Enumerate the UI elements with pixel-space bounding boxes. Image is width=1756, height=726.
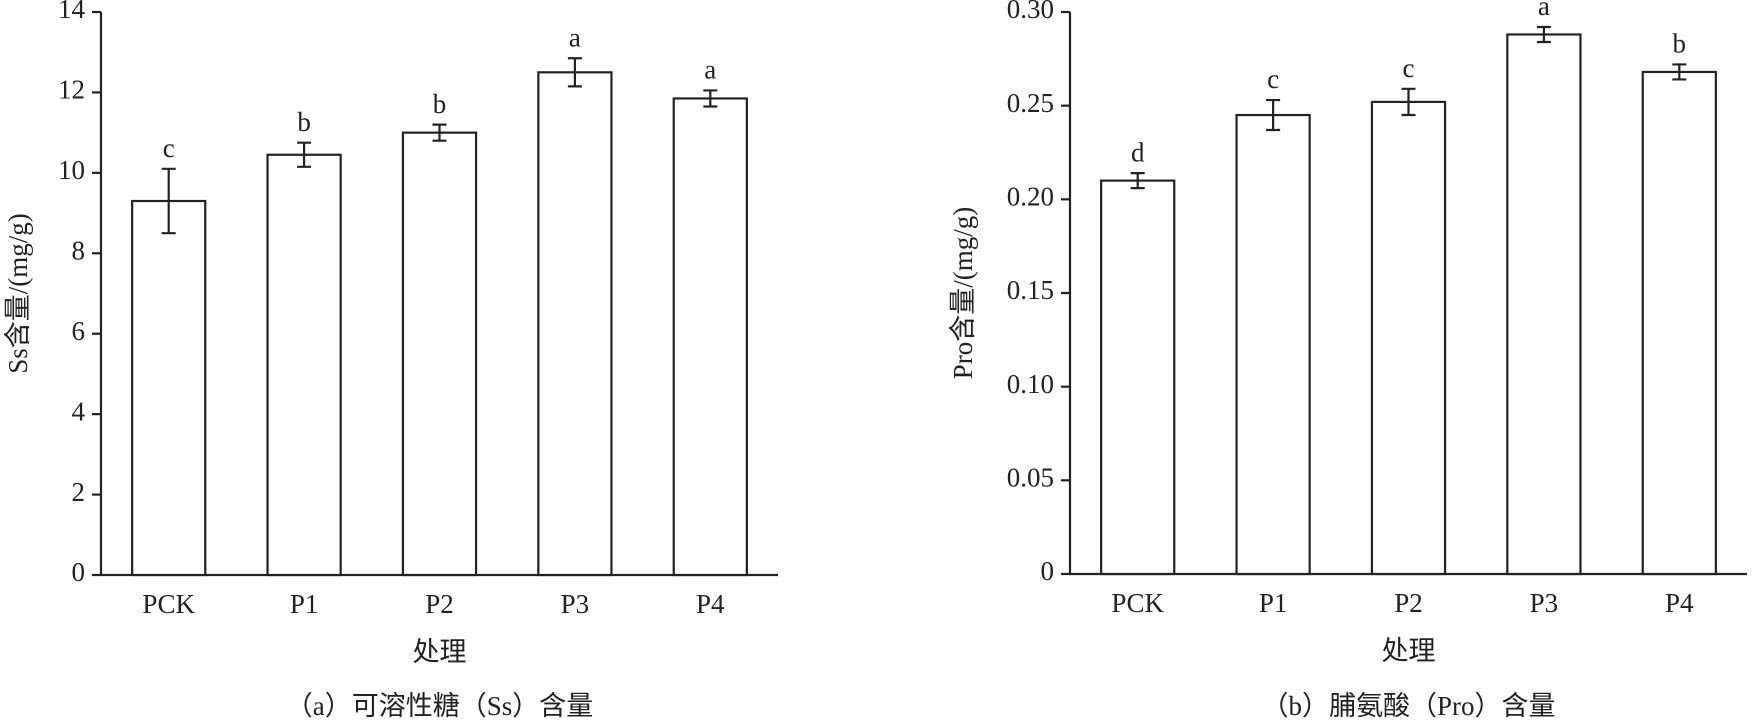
y-tick-label: 0.05	[1007, 463, 1054, 493]
x-axis-label: 处理	[413, 637, 467, 667]
x-tick-label: P3	[561, 589, 590, 619]
error-bar	[297, 141, 312, 168]
bar	[1641, 70, 1717, 576]
significance-letter: b	[1673, 29, 1687, 59]
significance-letter: b	[297, 107, 311, 137]
y-tick-label: 12	[58, 75, 85, 105]
error-bar	[161, 167, 176, 235]
significance-letter: c	[163, 133, 175, 163]
bar	[1235, 113, 1311, 576]
significance-letter: a	[1538, 0, 1550, 21]
y-tick-label: 4	[72, 396, 86, 426]
bar	[266, 153, 342, 577]
bar	[1370, 100, 1447, 576]
y-tick-label: 0.15	[1007, 275, 1054, 305]
x-tick-label: P1	[1259, 588, 1288, 618]
y-axis-label: Pro含量/(mg/g)	[948, 207, 978, 380]
y-tick-label: 6	[72, 316, 86, 346]
y-tick-label: 0.20	[1007, 182, 1054, 212]
bar	[1506, 33, 1582, 576]
error-bar	[703, 89, 718, 108]
significance-letter: d	[1131, 137, 1145, 167]
caption: （b）脯氨酸（Pro）含量	[1261, 691, 1555, 721]
y-tick-label: 0	[1041, 556, 1055, 586]
bar	[537, 71, 613, 577]
x-axis-label: 处理	[1382, 636, 1436, 666]
x-tick-label: P3	[1530, 588, 1559, 618]
y-tick-label: 10	[58, 155, 85, 185]
x-tick-label: P4	[696, 589, 725, 619]
y-tick-label: 0.10	[1007, 369, 1054, 399]
error-bar	[1266, 98, 1281, 132]
y-tick-label: 0.25	[1007, 88, 1054, 118]
x-tick-label: P4	[1665, 588, 1694, 618]
bar	[131, 199, 207, 577]
x-tick-label: P2	[425, 589, 454, 619]
significance-letter: b	[433, 89, 447, 119]
bar	[1100, 179, 1176, 576]
error-bar	[1672, 63, 1687, 81]
significance-letter: a	[569, 22, 581, 52]
error-bar	[1130, 172, 1145, 190]
y-tick-label: 8	[72, 235, 86, 265]
caption: （a）可溶性糖（Ss）含量	[286, 691, 594, 721]
y-tick-label: 0.30	[1007, 0, 1054, 24]
bar	[672, 97, 748, 577]
y-tick-label: 14	[58, 0, 86, 24]
bar	[401, 131, 478, 577]
y-tick-label: 2	[72, 477, 86, 507]
x-tick-label: PCK	[142, 589, 195, 619]
significance-letter: a	[704, 55, 716, 85]
x-tick-label: PCK	[1111, 588, 1164, 618]
significance-letter: c	[1403, 53, 1415, 83]
error-bar	[432, 123, 447, 142]
error-bar	[567, 57, 582, 88]
y-tick-label: 0	[72, 557, 86, 587]
y-axis-label: Ss含量/(mg/g)	[3, 213, 33, 374]
significance-letter: c	[1267, 64, 1279, 94]
error-bar	[1536, 25, 1551, 44]
x-tick-label: P1	[290, 589, 319, 619]
error-bar	[1401, 87, 1416, 117]
x-tick-label: P2	[1394, 588, 1423, 618]
